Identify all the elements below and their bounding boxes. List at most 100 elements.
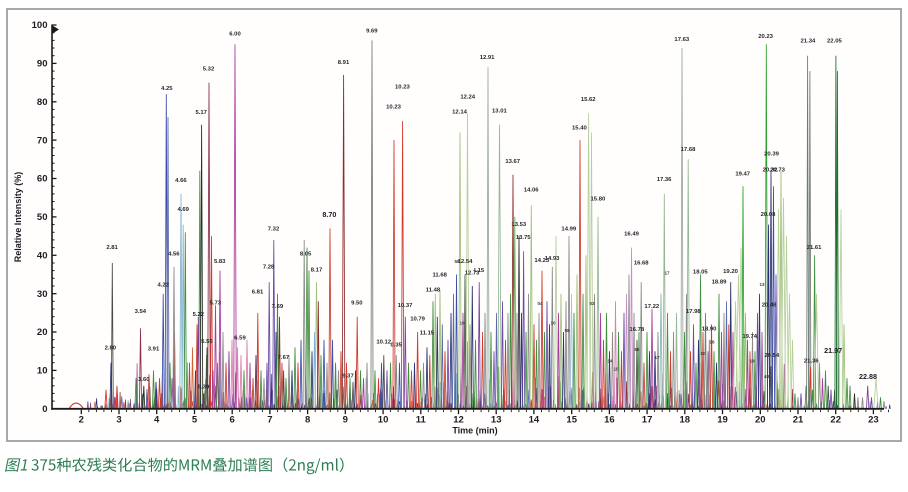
svg-text:L15: L15 bbox=[474, 268, 485, 274]
svg-text:16.68: 16.68 bbox=[634, 261, 649, 267]
svg-text:13: 13 bbox=[491, 415, 502, 426]
svg-text:21.36: 21.36 bbox=[804, 359, 819, 365]
svg-text:4: 4 bbox=[154, 415, 160, 426]
svg-text:13.53: 13.53 bbox=[511, 222, 526, 228]
svg-text:10: 10 bbox=[37, 366, 48, 377]
svg-text:10: 10 bbox=[550, 320, 556, 325]
svg-text:5.22: 5.22 bbox=[193, 312, 205, 318]
svg-text:21.34: 21.34 bbox=[801, 39, 816, 45]
svg-text:10: 10 bbox=[459, 320, 465, 325]
svg-text:7.67: 7.67 bbox=[278, 355, 290, 361]
svg-text:8: 8 bbox=[305, 415, 310, 426]
svg-text:17.68: 17.68 bbox=[681, 147, 696, 153]
svg-text:18.90: 18.90 bbox=[702, 327, 717, 333]
svg-text:19.74: 19.74 bbox=[742, 334, 757, 340]
svg-text:21: 21 bbox=[793, 415, 804, 426]
svg-text:16.49: 16.49 bbox=[624, 232, 639, 238]
svg-text:14.06: 14.06 bbox=[524, 188, 539, 194]
svg-text:13.01: 13.01 bbox=[492, 109, 507, 115]
svg-text:22: 22 bbox=[830, 415, 841, 426]
svg-text:20.32: 20.32 bbox=[763, 168, 778, 174]
svg-text:9.69: 9.69 bbox=[366, 29, 378, 35]
svg-text:12.91: 12.91 bbox=[480, 55, 495, 61]
svg-text:21.61: 21.61 bbox=[807, 245, 822, 251]
svg-text:20: 20 bbox=[37, 327, 48, 338]
svg-text:15.40: 15.40 bbox=[572, 125, 587, 131]
svg-text:3.60: 3.60 bbox=[138, 377, 150, 383]
svg-text:10: 10 bbox=[378, 415, 389, 426]
svg-text:17.63: 17.63 bbox=[674, 37, 689, 43]
svg-text:18.89: 18.89 bbox=[712, 280, 727, 286]
svg-text:15: 15 bbox=[566, 415, 577, 426]
svg-text:70: 70 bbox=[37, 135, 48, 146]
svg-text:7.69: 7.69 bbox=[272, 304, 284, 310]
svg-text:30: 30 bbox=[37, 289, 48, 300]
svg-text:9.50: 9.50 bbox=[351, 300, 363, 306]
svg-text:03: 03 bbox=[589, 301, 595, 306]
svg-text:0.35: 0.35 bbox=[390, 343, 402, 349]
svg-text:3: 3 bbox=[116, 415, 121, 426]
svg-text:10.23: 10.23 bbox=[395, 85, 410, 91]
svg-text:17: 17 bbox=[642, 415, 653, 426]
svg-text:5.17: 5.17 bbox=[195, 110, 207, 116]
svg-text:5.32: 5.32 bbox=[203, 66, 215, 72]
svg-text:11.15: 11.15 bbox=[420, 330, 435, 336]
svg-text:8.05: 8.05 bbox=[300, 251, 312, 257]
svg-text:7.28: 7.28 bbox=[263, 264, 275, 270]
svg-text:13: 13 bbox=[759, 282, 765, 287]
svg-text:14.93: 14.93 bbox=[545, 256, 560, 262]
svg-text:04: 04 bbox=[537, 301, 543, 306]
svg-text:5.39: 5.39 bbox=[198, 385, 210, 391]
svg-text:14: 14 bbox=[607, 359, 613, 364]
svg-text:5.73: 5.73 bbox=[210, 300, 222, 306]
svg-text:17: 17 bbox=[654, 355, 660, 360]
svg-text:8.17: 8.17 bbox=[311, 267, 323, 273]
svg-text:14.23: 14.23 bbox=[534, 258, 549, 264]
svg-text:23: 23 bbox=[868, 415, 879, 426]
svg-text:6: 6 bbox=[230, 415, 235, 426]
svg-text:6.00: 6.00 bbox=[229, 32, 241, 38]
svg-text:20.23: 20.23 bbox=[758, 34, 773, 40]
svg-text:20.08: 20.08 bbox=[761, 212, 776, 218]
svg-text:10.23: 10.23 bbox=[386, 105, 401, 111]
svg-text:14: 14 bbox=[529, 415, 540, 426]
svg-text:0: 0 bbox=[42, 404, 47, 415]
svg-text:6.59: 6.59 bbox=[234, 336, 246, 342]
svg-text:5.83: 5.83 bbox=[214, 259, 226, 265]
svg-text:13.67: 13.67 bbox=[505, 159, 520, 165]
svg-text:100: 100 bbox=[32, 20, 48, 31]
svg-text:10.37: 10.37 bbox=[398, 303, 413, 309]
svg-text:10.12: 10.12 bbox=[376, 340, 391, 346]
svg-text:20.48: 20.48 bbox=[762, 303, 777, 309]
svg-text:17.36: 17.36 bbox=[657, 177, 672, 183]
svg-text:5.55: 5.55 bbox=[201, 339, 213, 345]
svg-text:Relative Intensity (%): Relative Intensity (%) bbox=[13, 172, 23, 263]
svg-text:9.37: 9.37 bbox=[342, 373, 354, 379]
svg-text:3.91: 3.91 bbox=[148, 347, 160, 353]
svg-text:4.66: 4.66 bbox=[175, 178, 187, 184]
svg-text:10: 10 bbox=[613, 366, 619, 371]
svg-text:12.54: 12.54 bbox=[458, 259, 473, 265]
svg-text:21.97: 21.97 bbox=[824, 346, 842, 355]
svg-text:14.99: 14.99 bbox=[561, 227, 576, 233]
svg-text:4.69: 4.69 bbox=[177, 207, 189, 213]
svg-text:12.24: 12.24 bbox=[460, 95, 475, 101]
svg-text:16: 16 bbox=[709, 340, 715, 345]
svg-text:4.22: 4.22 bbox=[157, 282, 169, 288]
svg-text:2.80: 2.80 bbox=[105, 346, 117, 352]
svg-text:58: 58 bbox=[454, 259, 460, 264]
svg-text:11: 11 bbox=[416, 415, 427, 426]
svg-text:58: 58 bbox=[634, 347, 640, 352]
svg-text:2: 2 bbox=[79, 415, 84, 426]
svg-text:12.73: 12.73 bbox=[465, 271, 480, 277]
svg-text:80: 80 bbox=[37, 97, 48, 108]
svg-text:16: 16 bbox=[604, 415, 615, 426]
svg-text:16.78: 16.78 bbox=[629, 327, 644, 333]
svg-text:13.75: 13.75 bbox=[516, 235, 531, 241]
svg-text:7.32: 7.32 bbox=[268, 227, 280, 233]
svg-text:2.81: 2.81 bbox=[106, 245, 118, 251]
svg-text:7: 7 bbox=[267, 415, 272, 426]
svg-text:17.22: 17.22 bbox=[644, 304, 659, 310]
svg-text:8.70: 8.70 bbox=[322, 210, 336, 219]
svg-text:17.98: 17.98 bbox=[686, 309, 701, 315]
